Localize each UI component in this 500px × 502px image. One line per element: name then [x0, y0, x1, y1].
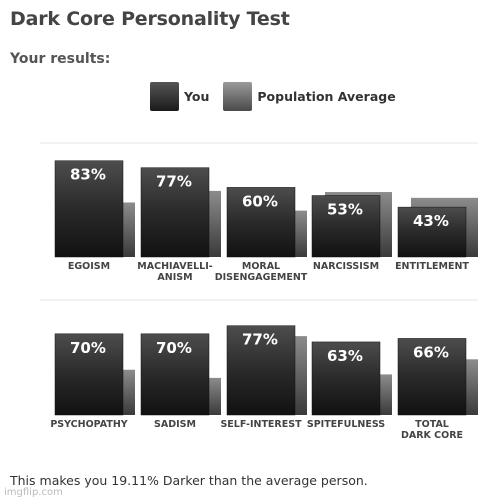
you-bar-1-3 — [226, 187, 296, 258]
you-bar-2-2 — [140, 333, 210, 416]
legend-swatch-you — [150, 82, 179, 111]
value-label-2-5: 66% — [413, 343, 449, 361]
you-bar-1-4 — [311, 195, 381, 258]
category-label-2-5-2: DARK CORE — [401, 430, 463, 441]
value-label-1-2: 77% — [156, 173, 192, 191]
value-label-2-3: 77% — [242, 331, 278, 349]
legend-swatch-population — [223, 82, 253, 111]
value-label-2-4: 63% — [327, 347, 363, 365]
category-label-2-4-1: SPITEFULNESS — [307, 419, 385, 430]
category-label-1-3-1: MORAL — [242, 261, 280, 272]
value-label-1-3: 60% — [242, 192, 278, 210]
you-bar-2-5 — [397, 338, 467, 416]
category-label-2-2-1: SADISM — [154, 419, 196, 430]
category-label-1-5-1: ENTITLEMENT — [395, 261, 469, 272]
page-title: Dark Core Personality Test — [10, 8, 290, 30]
legend-label-population: Population Average — [257, 89, 396, 104]
legend-you: You — [150, 82, 209, 111]
category-label-2-3-1: SELF-INTEREST — [220, 419, 302, 430]
results-heading: Your results: — [10, 51, 111, 67]
you-bar-2-1 — [54, 333, 124, 416]
category-label-2-5-1: TOTAL — [415, 419, 449, 430]
value-label-1-1: 83% — [70, 166, 106, 184]
value-label-2-1: 70% — [70, 339, 106, 357]
category-label-2-1-1: PSYCHOPATHY — [50, 419, 127, 430]
chart-legend: You Population Average — [150, 82, 410, 111]
results-bar-chart: 83% EGOISM 77% MACHIAVELLI-ANISM 60% MORALDIS… — [40, 142, 478, 441]
you-bar-1-2 — [140, 167, 210, 258]
legend-label-you: You — [184, 89, 210, 104]
you-bar-2-3 — [226, 325, 296, 416]
value-label-1-5: 43% — [413, 212, 449, 230]
value-label-1-4: 53% — [327, 201, 363, 219]
category-label-1-2-1: MACHIAVELLI- — [137, 261, 212, 272]
category-label-1-3-2: DISENGAGEMENT — [215, 272, 308, 283]
watermark: imgflip.com — [4, 487, 63, 498]
category-label-1-1-1: EGOISM — [68, 261, 110, 272]
category-label-1-2-2: ANISM — [157, 272, 192, 283]
value-label-2-2: 70% — [156, 339, 192, 357]
you-bar-1-5 — [397, 206, 467, 258]
result-summary: This makes you 19.11% Darker than the av… — [10, 473, 368, 488]
you-bar-2-4 — [311, 341, 381, 416]
category-label-1-4-1: NARCISSISM — [313, 261, 379, 272]
legend-population: Population Average — [223, 82, 396, 111]
you-bar-1-1 — [54, 160, 124, 258]
